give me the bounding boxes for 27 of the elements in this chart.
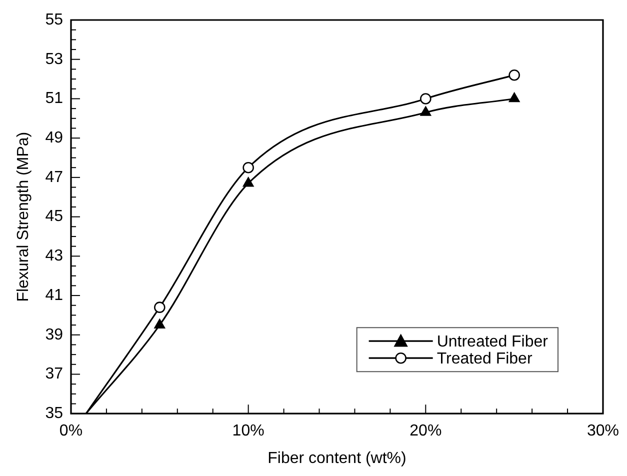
- legend-label: Untreated Fiber: [436, 334, 549, 351]
- y-axis-title: Flexural Strength (MPa): [15, 132, 32, 302]
- y-tick-label: 35: [45, 405, 64, 422]
- legend-label: Treated Fiber: [436, 350, 533, 368]
- y-tick-label: 39: [45, 326, 64, 344]
- point: [242, 177, 254, 187]
- y-tick-label: 51: [45, 90, 64, 108]
- y-tick-label: 53: [45, 50, 64, 68]
- y-tick-label: 47: [45, 168, 64, 186]
- x-tick-label: 0%: [59, 422, 83, 440]
- point: [508, 92, 520, 102]
- x-tick-label: 30%: [586, 422, 620, 440]
- point: [154, 318, 166, 328]
- x-axis-title: Fiber content (wt%): [268, 450, 406, 467]
- point: [242, 162, 254, 174]
- x-tick-label: 20%: [410, 422, 442, 440]
- y-tick-label: 37: [45, 366, 64, 383]
- x-tick-label: 10%: [232, 422, 264, 440]
- point: [420, 106, 432, 116]
- y-tick-label: 43: [45, 248, 64, 265]
- y-tick-label: 45: [45, 208, 64, 226]
- y-tick-label: 49: [45, 129, 64, 146]
- point: [154, 302, 166, 313]
- point: [420, 93, 432, 104]
- y-tick-label: 41: [45, 286, 64, 304]
- y-tick-label: 55: [45, 11, 64, 28]
- point: [508, 69, 520, 81]
